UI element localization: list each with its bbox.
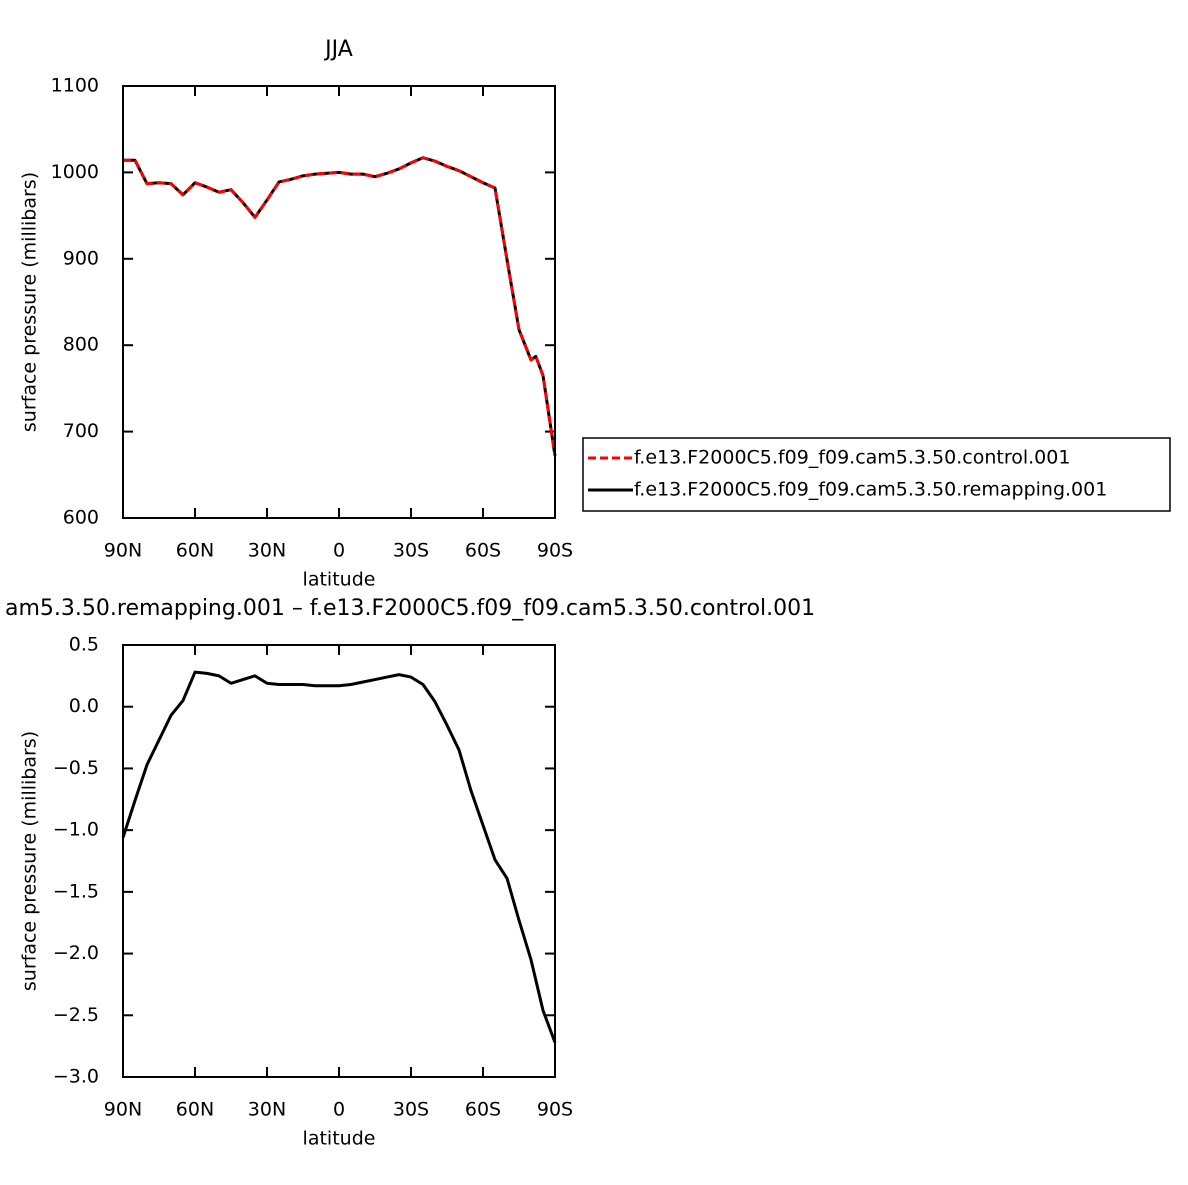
y-tick-label: −0.5 — [53, 757, 99, 779]
x-axis-label: latitude — [303, 1128, 376, 1150]
x-tick-label: 90S — [537, 540, 573, 562]
chart-title: JJA — [323, 37, 353, 62]
x-tick-label: 0 — [333, 1099, 345, 1121]
y-tick-label: 0.5 — [69, 634, 99, 656]
data-line — [123, 156, 557, 457]
y-tick-label: 1100 — [51, 75, 99, 97]
chart-title: am5.3.50.remapping.001 – f.e13.F2000C5.f… — [5, 596, 815, 621]
x-tick-label: 90N — [104, 1099, 142, 1121]
y-tick-label: −1.0 — [53, 819, 99, 841]
x-tick-label: 60S — [465, 1099, 501, 1121]
y-axis-label: surface pressure (millibars) — [19, 731, 41, 991]
y-tick-label: 700 — [63, 420, 99, 442]
x-tick-label: 60N — [176, 1099, 214, 1121]
x-tick-label: 60S — [465, 540, 501, 562]
x-tick-label: 90N — [104, 540, 142, 562]
data-line — [123, 156, 557, 457]
y-tick-label: 900 — [63, 247, 99, 269]
y-tick-label: 1000 — [51, 161, 99, 183]
y-tick-label: −3.0 — [53, 1066, 99, 1088]
legend-box — [582, 437, 1171, 512]
x-tick-label: 90S — [537, 1099, 573, 1121]
x-tick-label: 60N — [176, 540, 214, 562]
y-tick-label: −2.5 — [53, 1004, 99, 1026]
y-tick-label: 0.0 — [69, 695, 99, 717]
x-axis-label: latitude — [303, 569, 376, 591]
y-axis-label: surface pressure (millibars) — [19, 172, 41, 432]
x-tick-label: 30S — [393, 1099, 429, 1121]
y-tick-label: −2.0 — [53, 942, 99, 964]
plot-frame — [122, 644, 556, 1078]
legend-label: f.e13.F2000C5.f09_f09.cam5.3.50.remappin… — [634, 479, 1107, 501]
legend-label: f.e13.F2000C5.f09_f09.cam5.3.50.control.… — [634, 447, 1070, 469]
y-tick-label: −1.5 — [53, 880, 99, 902]
data-line — [121, 670, 557, 1043]
x-tick-label: 30N — [248, 1099, 286, 1121]
x-tick-label: 0 — [333, 540, 345, 562]
plot-frame — [122, 85, 556, 519]
y-tick-label: 800 — [63, 334, 99, 356]
x-tick-label: 30N — [248, 540, 286, 562]
y-tick-label: 600 — [63, 507, 99, 529]
x-tick-label: 30S — [393, 540, 429, 562]
